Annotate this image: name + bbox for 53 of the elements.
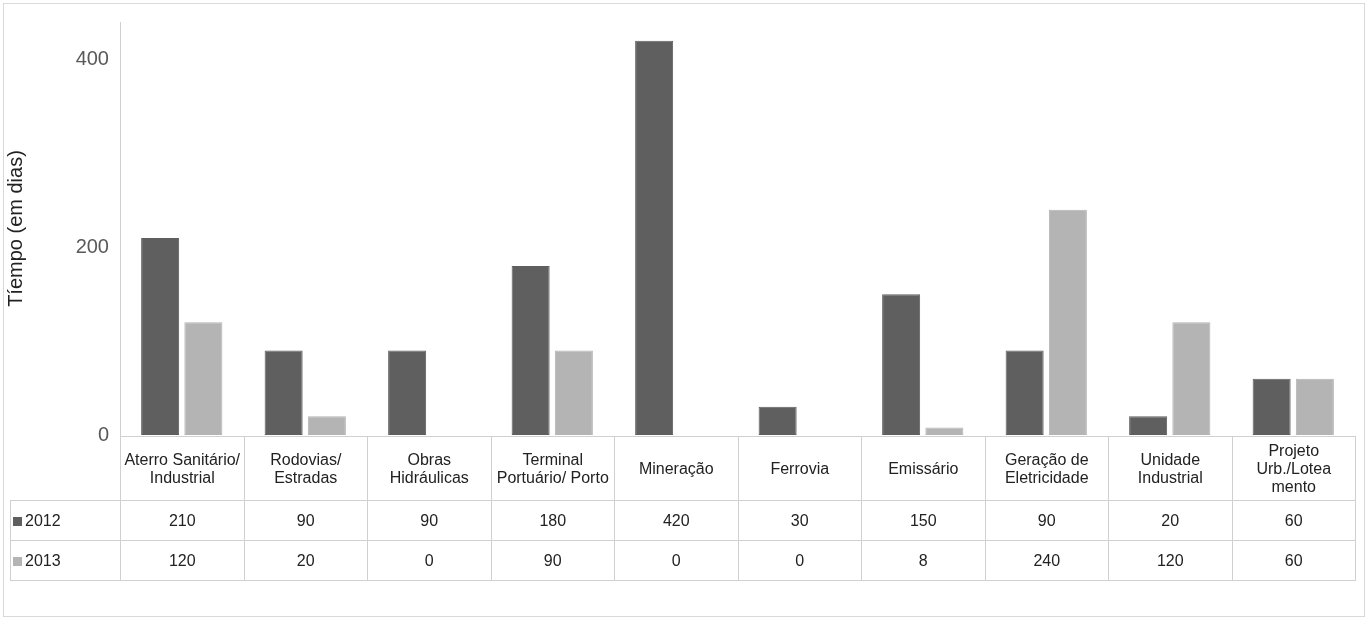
legend-label: 2013 [10, 540, 121, 581]
x-tick-label: Obras Hidráulicas [367, 436, 491, 501]
data-label: 20 [1108, 500, 1232, 541]
bar [554, 350, 593, 435]
data-label: 120 [120, 540, 244, 581]
data-label: 60 [1232, 500, 1356, 541]
bar [388, 350, 427, 435]
x-tick-label: Unidade Industrial [1108, 436, 1232, 501]
x-tick-label: Terminal Portuário/ Porto [491, 436, 615, 501]
data-label: 0 [738, 540, 862, 581]
y-tick-label: 200 [75, 234, 109, 257]
bar [264, 350, 303, 435]
x-tick-label: Aterro Sanitário/ Industrial [120, 436, 244, 501]
data-label: 150 [861, 500, 985, 541]
data-label: 0 [614, 540, 738, 581]
data-label: 90 [491, 540, 615, 581]
data-label: 90 [367, 500, 491, 541]
bar [184, 322, 223, 435]
bar [307, 416, 346, 435]
bar [1048, 209, 1087, 435]
data-label: 90 [985, 500, 1109, 541]
legend-label: 2012 [10, 500, 121, 541]
data-label: 0 [367, 540, 491, 581]
x-tick-label: Geração de Eletricidade [985, 436, 1109, 501]
y-tick-label: 400 [75, 47, 109, 70]
data-label: 30 [738, 500, 862, 541]
x-tick-label: Projeto Urb./Lotea mento [1232, 436, 1356, 501]
data-label: 420 [614, 500, 738, 541]
bar [1005, 350, 1044, 435]
x-tick-label: Rodovias/ Estradas [244, 436, 368, 501]
bar [882, 294, 921, 435]
data-label: 20 [244, 540, 368, 581]
bar [758, 406, 797, 435]
bar [1295, 378, 1334, 435]
x-tick-label: Ferrovia [738, 436, 862, 501]
bar [635, 40, 674, 435]
bar [925, 427, 964, 435]
data-label: 180 [491, 500, 615, 541]
bar [1172, 322, 1211, 435]
x-tick-label: Mineração [614, 436, 738, 501]
y-axis-title: Tíempo (em dias) [3, 150, 26, 307]
bar [1252, 378, 1291, 435]
data-label: 240 [985, 540, 1109, 581]
bar [511, 266, 550, 435]
data-label: 8 [861, 540, 985, 581]
x-tick-label: Emissário [861, 436, 985, 501]
data-label: 210 [120, 500, 244, 541]
bar [1129, 416, 1168, 435]
data-label: 90 [244, 500, 368, 541]
y-tick-label: 0 [97, 422, 109, 445]
data-label: 120 [1108, 540, 1232, 581]
bar [141, 237, 180, 435]
data-label: 60 [1232, 540, 1356, 581]
